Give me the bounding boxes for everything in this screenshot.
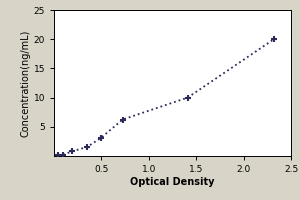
Y-axis label: Concentration(ng/mL): Concentration(ng/mL)	[21, 29, 31, 137]
X-axis label: Optical Density: Optical Density	[130, 177, 215, 187]
